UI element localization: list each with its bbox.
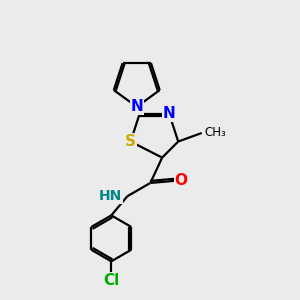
- Text: Cl: Cl: [103, 273, 119, 288]
- Text: N: N: [163, 106, 175, 121]
- Text: HN: HN: [99, 189, 122, 203]
- Text: O: O: [175, 173, 188, 188]
- Text: S: S: [125, 134, 136, 149]
- Text: CH₃: CH₃: [204, 127, 226, 140]
- Text: N: N: [130, 99, 143, 114]
